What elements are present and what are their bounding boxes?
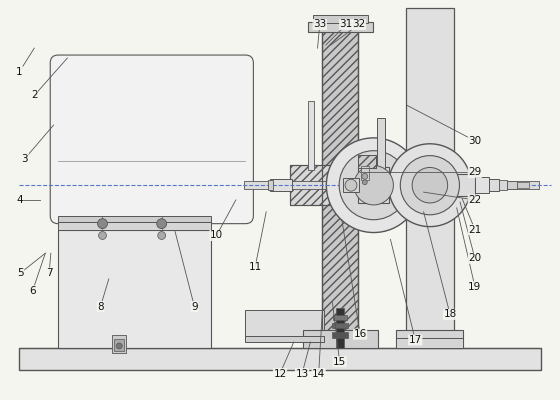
Text: 9: 9 xyxy=(191,302,198,312)
Text: 30: 30 xyxy=(468,136,482,146)
Circle shape xyxy=(354,166,394,205)
Circle shape xyxy=(389,144,472,227)
Bar xyxy=(358,168,389,203)
Bar xyxy=(361,166,368,180)
Bar xyxy=(312,15,368,22)
Circle shape xyxy=(157,219,166,228)
Text: 21: 21 xyxy=(468,224,482,234)
Text: 5: 5 xyxy=(17,268,24,278)
Bar xyxy=(377,118,385,185)
Bar xyxy=(507,181,517,189)
Bar xyxy=(58,222,211,230)
Text: 4: 4 xyxy=(16,195,22,205)
Bar xyxy=(332,323,348,328)
Text: 22: 22 xyxy=(468,195,482,205)
Circle shape xyxy=(339,151,408,220)
Text: 3: 3 xyxy=(22,154,28,164)
Bar xyxy=(58,216,211,222)
Text: 7: 7 xyxy=(46,268,53,278)
Bar xyxy=(268,180,273,190)
Text: 6: 6 xyxy=(29,286,36,296)
Bar xyxy=(113,335,126,353)
Circle shape xyxy=(362,173,368,179)
FancyBboxPatch shape xyxy=(50,55,253,224)
Bar xyxy=(58,230,211,348)
Circle shape xyxy=(99,232,106,240)
Text: 15: 15 xyxy=(333,357,346,367)
Bar xyxy=(475,177,489,193)
Bar xyxy=(333,315,347,320)
Text: 17: 17 xyxy=(409,335,422,345)
Bar xyxy=(396,338,464,348)
Circle shape xyxy=(326,138,421,232)
Text: 31: 31 xyxy=(340,20,353,30)
Bar xyxy=(290,166,332,205)
Text: 1: 1 xyxy=(16,67,22,77)
Bar xyxy=(114,339,124,351)
Bar xyxy=(303,330,377,348)
Bar xyxy=(406,8,454,343)
Text: 16: 16 xyxy=(353,329,367,339)
Bar xyxy=(396,330,464,348)
Bar xyxy=(307,101,314,170)
Text: 19: 19 xyxy=(468,282,482,292)
Bar xyxy=(290,166,332,205)
Bar xyxy=(499,180,507,190)
Text: 14: 14 xyxy=(312,368,325,378)
Bar xyxy=(244,181,539,189)
Bar xyxy=(358,155,376,168)
Bar xyxy=(245,310,324,338)
Circle shape xyxy=(412,168,447,203)
Circle shape xyxy=(345,179,357,191)
Bar xyxy=(454,174,475,196)
Text: 11: 11 xyxy=(249,262,262,272)
Circle shape xyxy=(97,219,108,228)
Text: 32: 32 xyxy=(352,20,366,30)
Bar xyxy=(270,179,292,191)
Bar xyxy=(489,179,499,191)
Bar xyxy=(406,151,454,200)
Circle shape xyxy=(158,232,166,240)
Text: 13: 13 xyxy=(296,368,309,378)
Bar xyxy=(358,155,376,168)
Bar xyxy=(336,308,344,348)
Bar xyxy=(307,22,373,32)
Bar xyxy=(323,28,358,343)
Bar xyxy=(343,178,359,192)
Circle shape xyxy=(116,343,122,349)
Text: 20: 20 xyxy=(468,253,482,263)
Bar xyxy=(245,336,324,342)
Text: 8: 8 xyxy=(97,302,104,312)
Text: 2: 2 xyxy=(31,90,38,100)
Text: 29: 29 xyxy=(468,167,482,177)
Text: 10: 10 xyxy=(210,230,223,240)
Circle shape xyxy=(400,156,459,215)
Text: 18: 18 xyxy=(444,309,457,319)
Bar xyxy=(18,348,542,370)
Bar xyxy=(332,332,348,338)
Text: 33: 33 xyxy=(313,20,326,30)
Bar xyxy=(323,28,358,343)
Text: 12: 12 xyxy=(273,368,287,378)
Bar xyxy=(517,182,529,188)
Circle shape xyxy=(362,180,367,185)
